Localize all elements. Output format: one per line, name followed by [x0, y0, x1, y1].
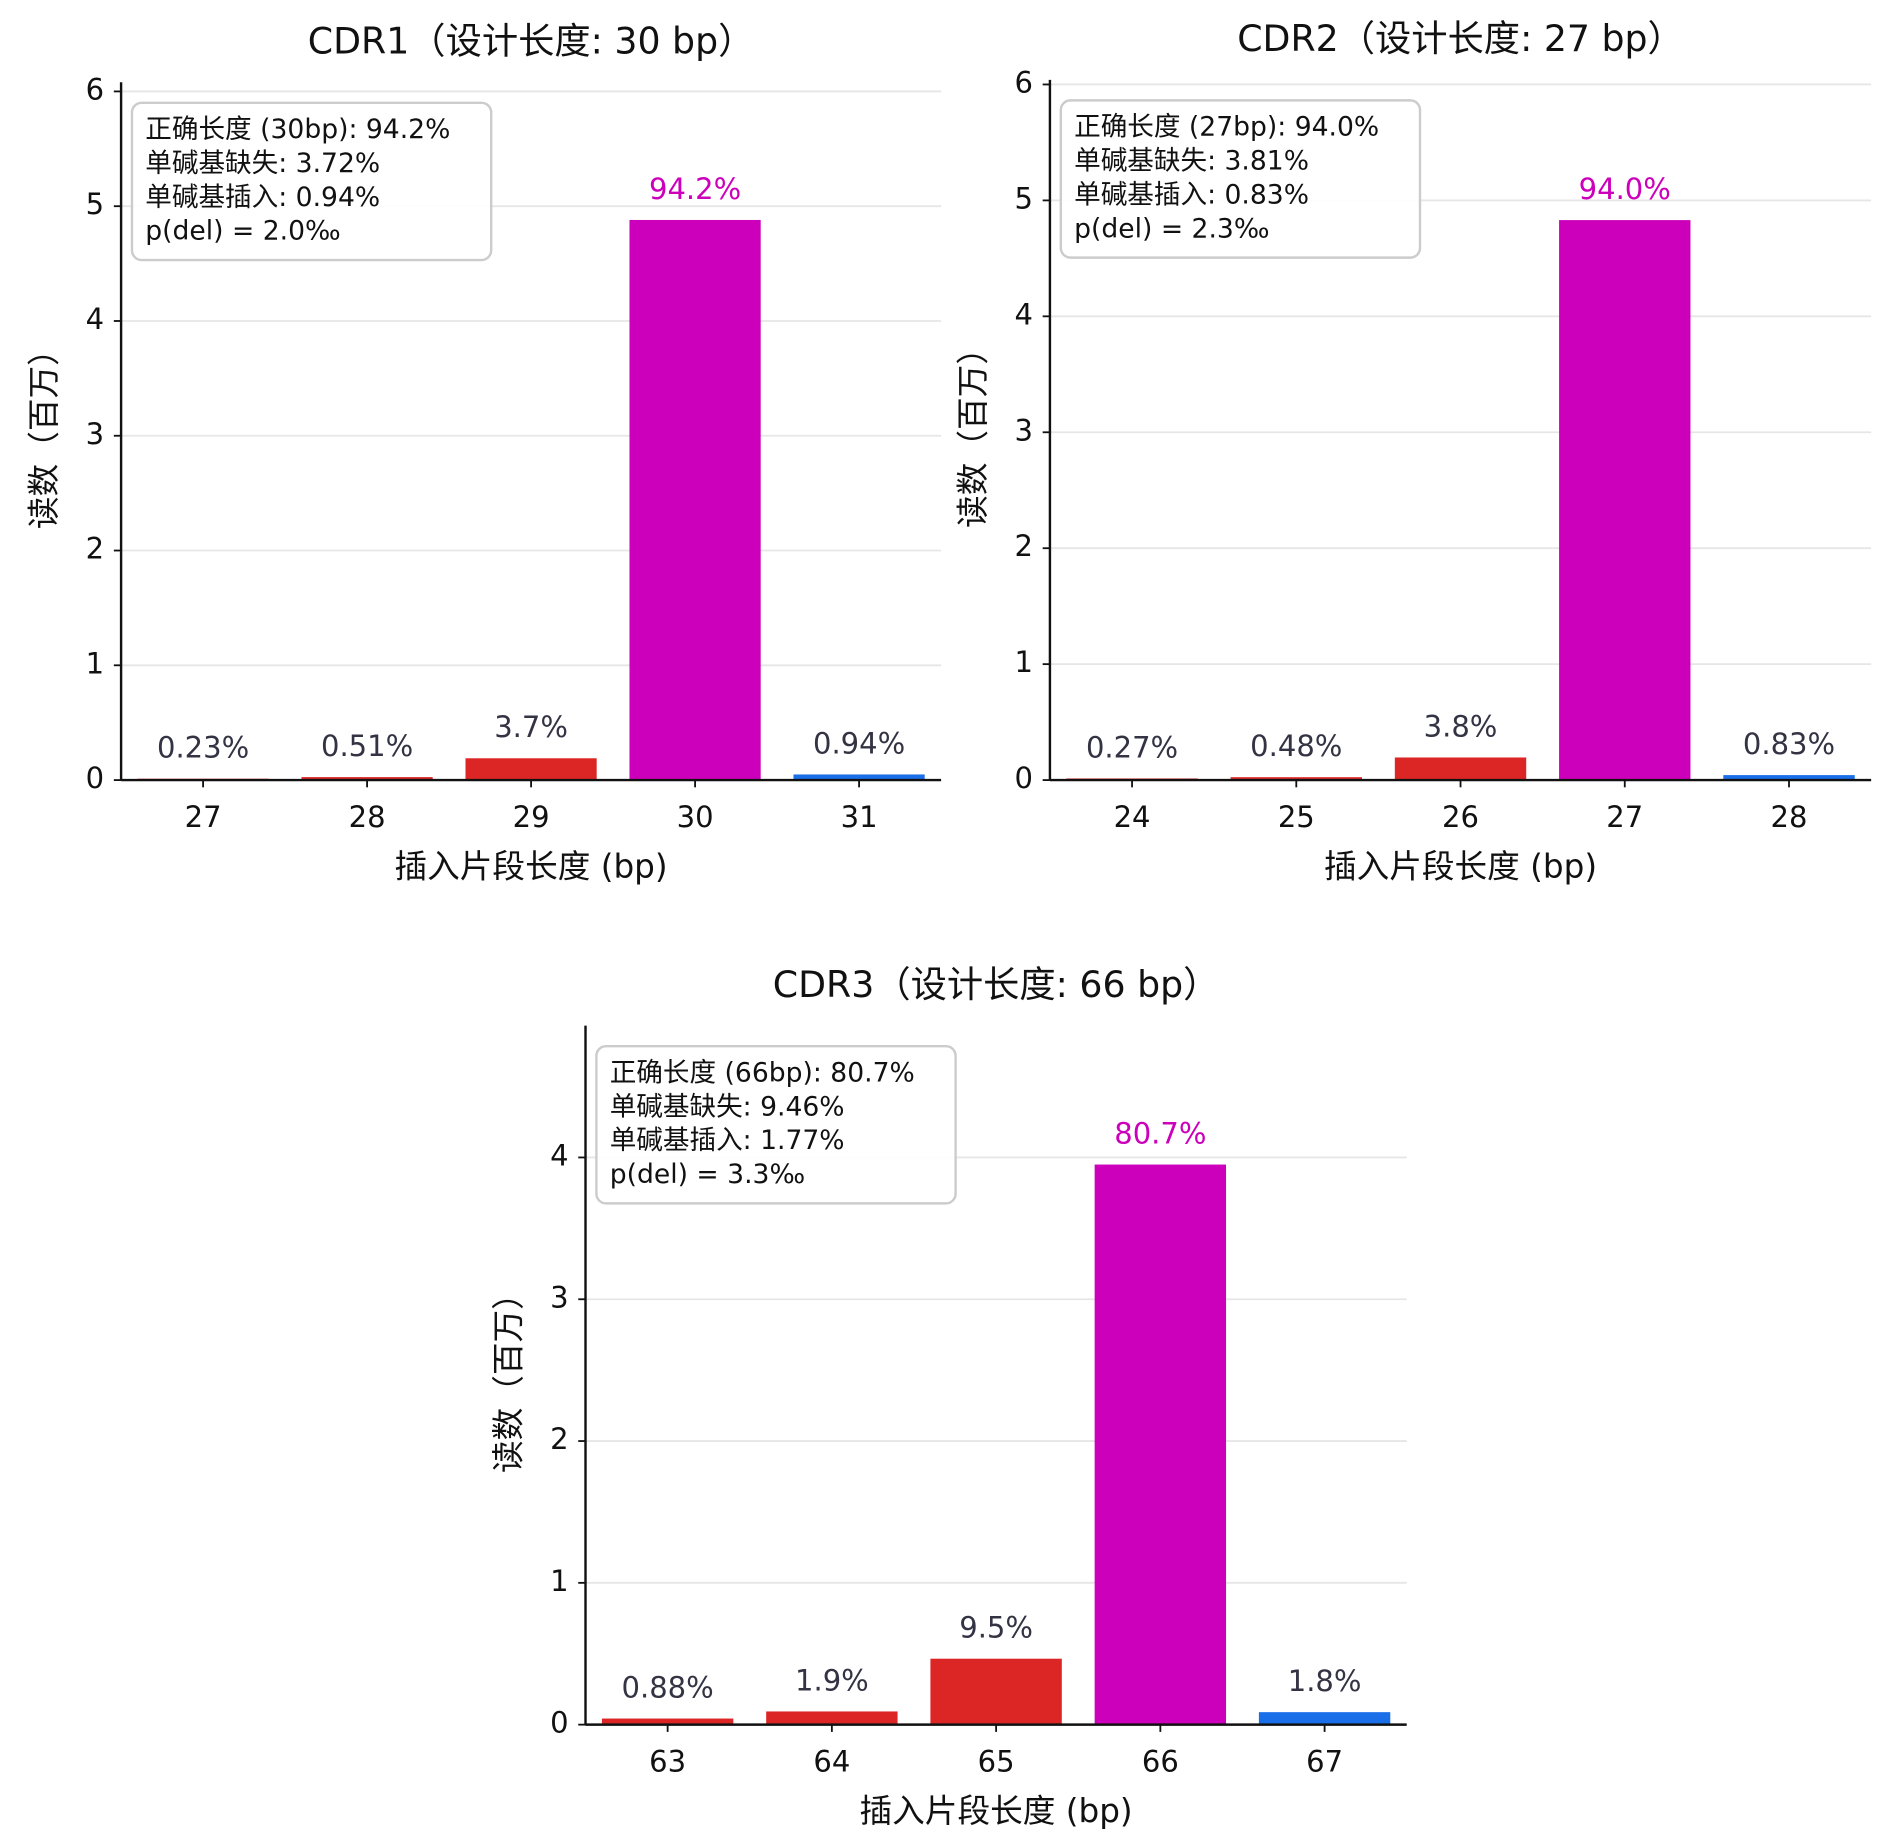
bar: [793, 774, 925, 781]
x-tick-label: 66: [1142, 1744, 1179, 1778]
bar: [1559, 220, 1691, 781]
x-tick-label: 24: [1114, 800, 1151, 834]
stats-line: 单碱基插入: 1.77%: [610, 1125, 845, 1156]
stats-line: p(del) = 3.3‰: [610, 1159, 805, 1190]
y-tick-label: 3: [86, 417, 104, 451]
y-tick-label: 0: [1015, 761, 1033, 795]
y-tick-label: 5: [86, 187, 104, 221]
bar-label: 0.94%: [813, 726, 905, 760]
bar-label: 80.7%: [1114, 1117, 1206, 1151]
bar: [1723, 775, 1855, 781]
y-tick-label: 0: [86, 761, 104, 795]
x-tick-label: 28: [1771, 800, 1808, 834]
x-tick-label: 65: [978, 1744, 1015, 1778]
x-tick-label: 28: [349, 800, 386, 834]
bar-label: 0.51%: [321, 729, 413, 763]
bar: [629, 219, 761, 781]
y-tick-label: 3: [1015, 413, 1033, 447]
stats-line: p(del) = 2.3‰: [1074, 213, 1269, 244]
y-tick-label: 1: [86, 646, 104, 680]
chart-title: CDR3（设计长度: 66 bp）: [773, 963, 1220, 1006]
bar-label: 0.88%: [622, 1671, 714, 1705]
y-tick-label: 5: [1015, 181, 1033, 215]
stats-line: 单碱基插入: 0.83%: [1074, 179, 1309, 210]
stats-line: 正确长度 (30bp): 94.2%: [145, 114, 450, 145]
bar-label: 0.27%: [1086, 730, 1178, 764]
stats-line: 单碱基缺失: 3.81%: [1074, 146, 1309, 177]
bar: [1230, 777, 1362, 781]
bar-label: 0.83%: [1743, 727, 1835, 761]
stats-line: 正确长度 (27bp): 94.0%: [1074, 112, 1379, 143]
bar: [1094, 1164, 1227, 1725]
bar-label: 9.5%: [959, 1611, 1033, 1645]
x-axis-label: 插入片段长度 (bp): [860, 1792, 1133, 1830]
bar-label: 0.48%: [1250, 729, 1342, 763]
bar-label: 94.2%: [649, 172, 741, 206]
chart-title: CDR1（设计长度: 30 bp）: [308, 20, 755, 63]
x-axis-label: 插入片段长度 (bp): [1324, 847, 1597, 885]
x-tick-label: 27: [185, 800, 222, 834]
bar: [766, 1711, 898, 1725]
bar-label: 3.7%: [494, 710, 568, 744]
stats-line: 单碱基缺失: 3.72%: [145, 148, 380, 179]
bar: [1394, 757, 1527, 781]
y-axis-label: 读数（百万）: [25, 333, 63, 529]
bar: [930, 1658, 1062, 1725]
bar-label: 3.8%: [1424, 709, 1498, 743]
y-tick-label: 0: [550, 1706, 568, 1740]
y-tick-label: 2: [550, 1422, 568, 1456]
x-tick-label: 64: [813, 1744, 850, 1778]
bar: [601, 1718, 734, 1725]
stats-line: 正确长度 (66bp): 80.7%: [610, 1057, 915, 1088]
y-tick-label: 1: [1015, 645, 1033, 679]
x-tick-label: 25: [1278, 800, 1315, 834]
x-tick-label: 27: [1606, 800, 1643, 834]
y-tick-label: 4: [1015, 297, 1033, 331]
y-tick-label: 2: [86, 532, 104, 566]
x-axis-label: 插入片段长度 (bp): [395, 847, 668, 885]
x-tick-label: 67: [1306, 1744, 1343, 1778]
stats-box: [595, 1044, 957, 1205]
bar-label: 1.8%: [1288, 1664, 1362, 1698]
chart-title: CDR2（设计长度: 27 bp）: [1237, 17, 1684, 60]
stats-box: [1059, 99, 1422, 259]
stats-line: p(del) = 2.0‰: [145, 216, 340, 247]
y-axis-label: 读数（百万）: [954, 332, 992, 528]
x-tick-label: 31: [841, 800, 878, 834]
stats-box: [130, 101, 493, 262]
y-tick-label: 3: [550, 1280, 568, 1314]
y-tick-label: 1: [550, 1564, 568, 1598]
bar-label: 94.0%: [1579, 172, 1671, 206]
bar: [301, 777, 433, 781]
x-tick-label: 29: [513, 800, 550, 834]
y-tick-label: 4: [86, 302, 104, 336]
y-tick-label: 2: [1015, 529, 1033, 563]
y-tick-label: 4: [550, 1138, 568, 1172]
stats-line: 单碱基缺失: 9.46%: [610, 1091, 845, 1122]
x-tick-label: 30: [677, 800, 714, 834]
y-axis-label: 读数（百万）: [490, 1277, 528, 1473]
y-tick-label: 6: [86, 72, 104, 106]
bar: [465, 758, 597, 781]
x-tick-label: 26: [1442, 800, 1479, 834]
bar-label: 0.23%: [157, 731, 249, 765]
bar-label: 1.9%: [795, 1663, 869, 1697]
bar: [1258, 1712, 1391, 1725]
y-tick-label: 6: [1015, 65, 1033, 99]
stats-line: 单碱基插入: 0.94%: [145, 182, 380, 213]
x-tick-label: 63: [649, 1744, 686, 1778]
